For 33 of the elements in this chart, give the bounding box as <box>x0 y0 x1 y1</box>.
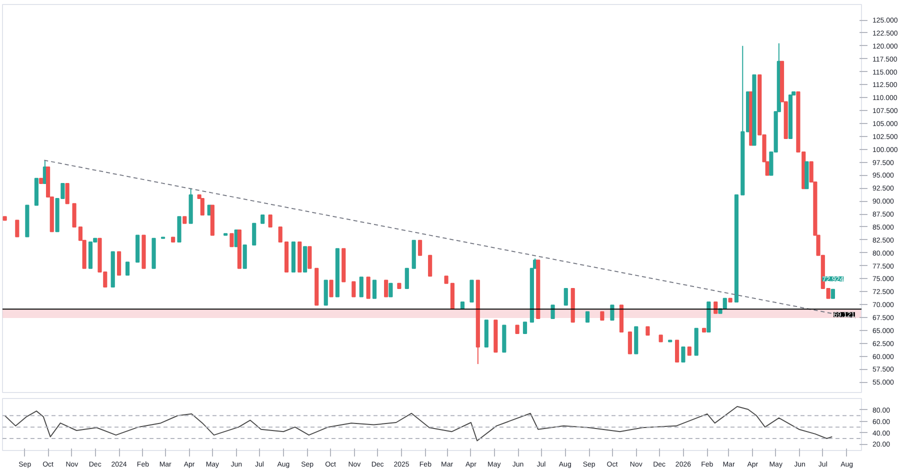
candlestick <box>242 244 247 269</box>
candlestick <box>359 276 364 298</box>
candlestick <box>200 198 204 216</box>
candlestick <box>366 276 370 299</box>
candlestick <box>384 280 388 298</box>
candlestick <box>268 214 272 228</box>
candlestick <box>522 322 528 334</box>
candlestick <box>585 311 590 323</box>
candlestick <box>278 226 282 242</box>
candlestick <box>404 268 409 290</box>
candlestick <box>207 204 212 216</box>
candlestick <box>610 304 614 321</box>
candlestick <box>65 182 70 204</box>
candlestick <box>308 246 312 269</box>
candlestick <box>372 280 377 299</box>
candlestick <box>628 331 632 354</box>
candlestick <box>72 203 76 228</box>
candlestick <box>329 280 334 298</box>
candlestick <box>418 240 422 256</box>
candlestick <box>230 233 234 248</box>
candlestick <box>681 346 686 362</box>
candlestick <box>15 220 20 238</box>
candlestick <box>428 254 432 277</box>
candlestick <box>252 222 256 246</box>
line-series <box>4 406 833 442</box>
candlestick <box>352 281 356 298</box>
candlestick <box>470 280 474 302</box>
candlestick <box>388 282 393 298</box>
candlestick <box>125 262 130 276</box>
candlestick <box>564 288 568 306</box>
candlestick <box>550 304 555 320</box>
candlestick <box>675 340 680 362</box>
candlestick <box>116 251 122 276</box>
